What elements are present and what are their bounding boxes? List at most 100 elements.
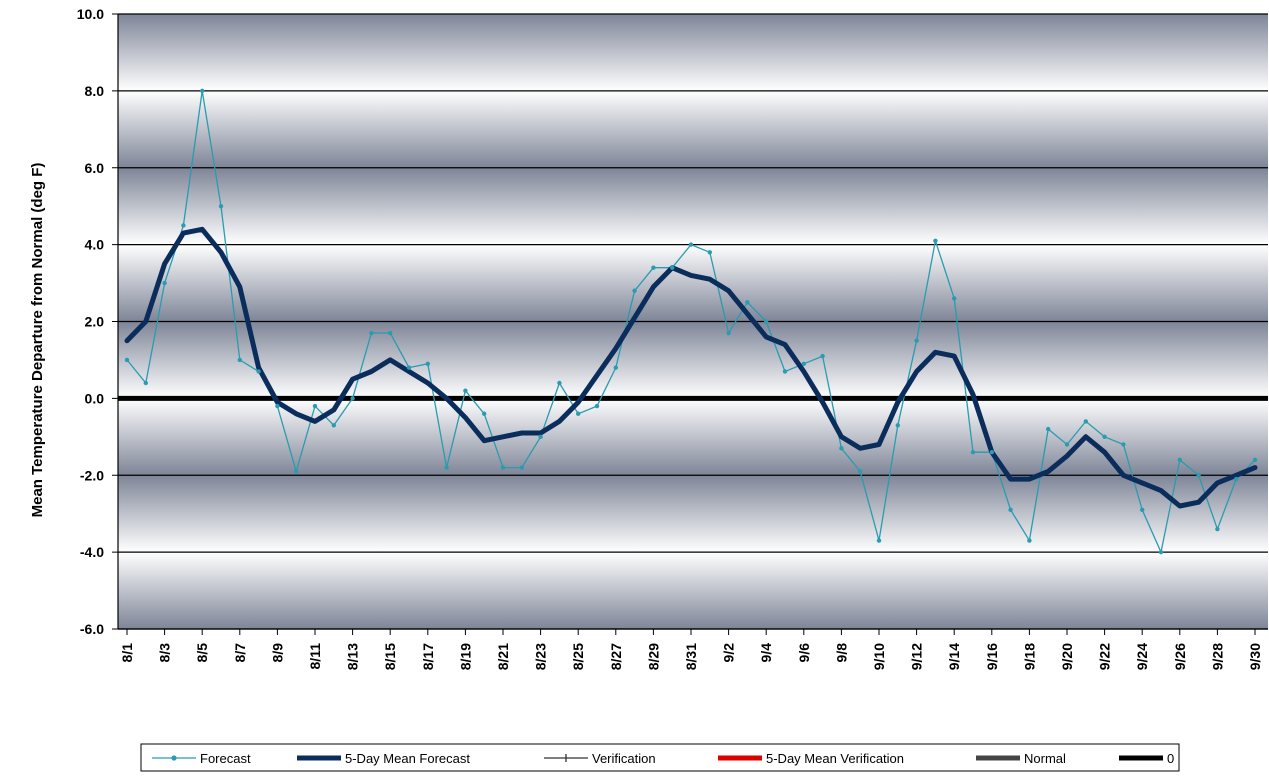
forecast-point: [839, 446, 844, 451]
forecast-point: [801, 361, 806, 366]
forecast-point: [294, 469, 299, 474]
forecast-point: [594, 403, 600, 409]
forecast-point: [1215, 526, 1220, 532]
x-tick-label: 8/29: [645, 643, 661, 670]
y-tick-label: -6.0: [80, 621, 104, 637]
y-tick-label: 6.0: [85, 160, 105, 176]
forecast-point: [538, 434, 543, 440]
forecast-point: [200, 88, 205, 94]
x-tick-label: 9/18: [1021, 643, 1037, 670]
x-tick-label: 8/7: [232, 643, 248, 663]
y-axis-title: Mean Temperature Departure from Normal (…: [29, 163, 46, 518]
forecast-point: [707, 250, 712, 255]
forecast-point: [369, 330, 374, 336]
x-tick-label: 9/30: [1247, 643, 1263, 670]
forecast-point: [275, 403, 280, 409]
x-tick-label: 9/2: [721, 643, 737, 663]
five-day-mean-forecast-line: [124, 226, 1258, 509]
forecast-point: [1064, 442, 1070, 447]
forecast-point: [914, 338, 919, 343]
legend-label: 5-Day Mean Forecast: [345, 751, 470, 766]
x-tick-label: 8/9: [269, 643, 285, 663]
forecast-point: [425, 361, 430, 366]
x-tick-label: 9/22: [1097, 643, 1113, 670]
forecast-point: [388, 330, 393, 336]
forecast-point: [162, 280, 167, 286]
y-tick-label: -4.0: [80, 544, 104, 560]
forecast-point: [331, 423, 336, 428]
forecast-point: [970, 449, 976, 455]
forecast-point: [782, 369, 788, 374]
forecast-point: [143, 380, 148, 386]
x-tick-label: 8/31: [683, 643, 699, 670]
y-tick-label: 8.0: [85, 83, 105, 99]
forecast-point: [1177, 457, 1183, 463]
legend-marker: [171, 755, 177, 761]
y-tick-label: -2.0: [80, 467, 104, 483]
forecast-point: [670, 265, 675, 270]
forecast-point: [406, 365, 412, 370]
x-tick-label: 9/6: [796, 643, 812, 663]
forecast-point: [1140, 507, 1145, 513]
forecast-point: [895, 423, 900, 428]
forecast-point: [1121, 442, 1126, 447]
x-tick-label: 9/8: [833, 643, 849, 663]
forecast-point: [463, 388, 468, 393]
y-tick-label: 0.0: [85, 390, 105, 406]
x-tick-label: 9/12: [909, 643, 925, 670]
x-tick-label: 8/3: [157, 643, 173, 663]
x-tick-label: 8/17: [420, 643, 436, 670]
forecast-point: [218, 203, 224, 209]
forecast-point: [688, 242, 694, 247]
forecast-point: [764, 319, 769, 324]
y-tick-labels: 10.0 8.0 6.0 4.0 2.0 0.0 -2.0 -4.0 -6.0: [77, 6, 104, 637]
forecast-point: [312, 403, 318, 409]
forecast-point: [726, 330, 731, 336]
x-tick-label: 8/27: [608, 643, 624, 670]
forecast-point: [576, 411, 581, 416]
forecast-point: [613, 365, 618, 370]
y-tick-label: 4.0: [85, 237, 105, 253]
forecast-point: [482, 411, 487, 416]
y-tick-label: 2.0: [85, 314, 105, 330]
forecast-point: [1158, 549, 1164, 555]
x-tick-label: 9/4: [758, 643, 774, 663]
forecast-point: [1008, 507, 1013, 513]
x-tick-label: 8/11: [307, 643, 323, 670]
forecast-point: [989, 449, 994, 455]
y-tick-label: 10.0: [77, 6, 104, 22]
forecast-point: [820, 353, 825, 359]
x-tick-label: 8/21: [495, 643, 511, 670]
x-tick-label: 9/14: [946, 643, 962, 670]
x-tick-label: 9/28: [1209, 643, 1225, 670]
legend-label: 5-Day Mean Verification: [766, 751, 904, 766]
x-tick-label: 8/5: [194, 643, 210, 663]
forecast-point: [1196, 473, 1201, 478]
forecast-point: [237, 357, 242, 363]
forecast-point: [651, 265, 656, 270]
x-tick-label: 8/1: [119, 643, 135, 663]
axes: [112, 13, 1268, 635]
forecast-point: [952, 296, 957, 301]
forecast-point: [519, 465, 524, 470]
x-tick-label: 9/26: [1172, 643, 1188, 670]
x-tick-labels: 8/1 8/3 8/5 8/7 8/9 8/11 8/13 8/15 8/17 8/19 8/21 8…: [119, 643, 1263, 670]
forecast-point: [1102, 434, 1107, 440]
forecast-point: [1252, 457, 1258, 463]
forecast-point: [181, 223, 186, 228]
forecast-point: [557, 380, 562, 386]
forecast-point: [1027, 538, 1032, 543]
forecast-point: [444, 465, 449, 470]
x-tick-label: 8/13: [345, 643, 361, 670]
forecast-point: [350, 396, 355, 401]
forecast-point: [500, 465, 506, 470]
legend-label: Verification: [592, 751, 656, 766]
x-tick-label: 9/10: [871, 643, 887, 670]
legend-label: 0: [1167, 751, 1174, 766]
legend: Forecast 5-Day Mean Forecast Verification 5…: [140, 743, 1180, 772]
forecast-point: [933, 238, 938, 243]
forecast-point: [876, 538, 882, 543]
forecast-point: [745, 300, 750, 305]
